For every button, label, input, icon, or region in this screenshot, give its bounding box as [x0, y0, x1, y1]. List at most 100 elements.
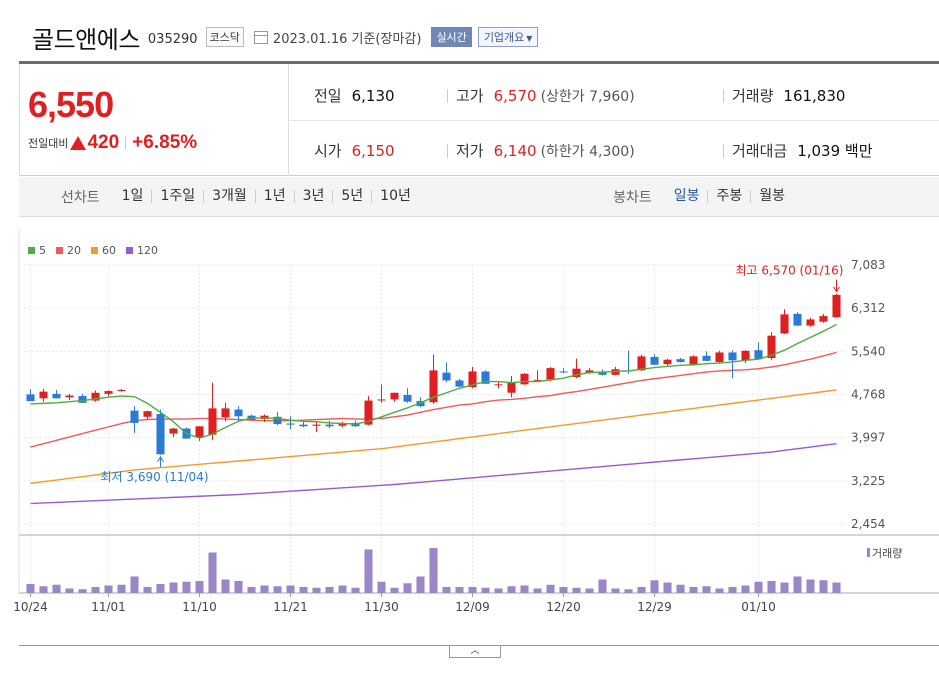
volume-bar [182, 581, 191, 593]
period-1d[interactable]: 1일 [121, 188, 144, 204]
y-tick-label: 4,768 [851, 388, 885, 402]
volume-bar [572, 587, 581, 593]
divider [723, 88, 724, 103]
candle-body [767, 335, 776, 359]
volume-bar [728, 587, 737, 593]
open-value: 6,150 [351, 141, 395, 160]
candle-body [793, 313, 802, 326]
price-cell: 6,550 전일대비 420 +6.85% [19, 64, 289, 176]
candle-body [65, 395, 74, 398]
panel-bottom-border [19, 645, 939, 646]
volume-value: 161,830 [783, 86, 846, 105]
calendar-icon [253, 30, 268, 44]
realtime-button[interactable]: 실시간 [431, 27, 472, 47]
base-date: 2023.01.16 기준(장마감) [272, 31, 422, 47]
open-label: 시가 [314, 142, 342, 160]
volume-bar [156, 584, 165, 593]
period-3m[interactable]: 3개월 [203, 189, 255, 203]
volume-bar [377, 581, 386, 593]
volume-bar [221, 579, 230, 593]
volume-bar [52, 584, 61, 593]
ma60-line [30, 389, 837, 485]
candle-body [130, 410, 139, 423]
y-tick-label: 3,997 [851, 431, 885, 445]
legend-ma20: 20 [56, 244, 81, 257]
volume-bar [624, 589, 633, 593]
volume-bar [104, 585, 113, 593]
candle-body [832, 294, 841, 318]
low-annotation: 최저 3,690 (11/04) [101, 470, 209, 484]
period-weekly[interactable]: 주봉 [707, 189, 750, 203]
ma20-line [30, 351, 837, 448]
volume-bar [546, 584, 555, 593]
period-monthly[interactable]: 월봉 [750, 189, 793, 203]
volume-bar [455, 587, 464, 593]
candle-body [325, 424, 334, 427]
candle-body [156, 413, 165, 455]
candle-body [572, 368, 581, 378]
volume-bar [442, 587, 451, 593]
lower-limit: (하한가 4,300) [540, 143, 635, 160]
volume-bar [559, 587, 568, 593]
upper-limit: (상한가 7,960) [540, 88, 635, 105]
candle-body [117, 389, 126, 392]
high-label: 고가 [456, 87, 484, 105]
volume-bar [819, 580, 828, 593]
candle-body [338, 422, 347, 426]
change-percent: +6.85% [132, 132, 198, 153]
period-1w[interactable]: 1주일 [151, 189, 203, 203]
volume-legend-swatch [867, 548, 870, 557]
volume-bar [299, 587, 308, 593]
candle-body [533, 379, 542, 381]
volume-bar [702, 586, 711, 593]
company-overview-button[interactable]: 기업개요 ▼ [477, 27, 539, 47]
collapse-button[interactable]: ︿ [449, 646, 501, 658]
period-3y[interactable]: 3년 [293, 189, 333, 203]
candle-body [390, 392, 399, 400]
change-label: 전일대비 [28, 137, 69, 150]
period-daily[interactable]: 일봉 [673, 188, 700, 204]
candle-body [169, 428, 178, 434]
candle-body [91, 392, 100, 401]
candle-body [754, 350, 763, 360]
volume-bar [767, 581, 776, 593]
legend-ma5-label: 5 [39, 244, 46, 257]
volume-bar [611, 588, 620, 593]
candle-body [494, 384, 503, 386]
period-1y[interactable]: 1년 [254, 189, 294, 203]
volume-bar [286, 585, 295, 593]
volume-bar [741, 585, 750, 593]
volume-bar [312, 587, 321, 593]
volume-bar [507, 586, 516, 593]
legend-ma60: 60 [91, 244, 116, 257]
high-stat: 고가 6,570 (상한가 7,960) [447, 85, 635, 106]
volume-bar [676, 584, 685, 593]
volume-bar [793, 576, 802, 593]
prev-close-value: 6,130 [351, 86, 395, 105]
volume-bar [832, 582, 841, 593]
stock-title-row: 골드앤에스 035290 코스닥 2023.01.16 기준(장마감) 실시간 … [32, 22, 539, 54]
volume-bar [208, 552, 217, 593]
candle-body [221, 408, 230, 418]
x-tick-label: 11/01 [91, 600, 126, 614]
volume-bar [91, 587, 100, 593]
period-bar: 선차트 1일 1주일 3개월 1년 3년 5년 10년 봉차트 일봉 주봉 월봉 [19, 177, 939, 217]
volume-bar [637, 587, 646, 593]
high-arrow-head [833, 286, 840, 293]
amount-value: 1,039 백만 [797, 142, 873, 160]
volume-bar [598, 579, 607, 593]
y-tick-label: 6,312 [851, 301, 885, 315]
amount-label: 거래대금 [732, 142, 788, 160]
candle-body [689, 356, 698, 365]
quote-panel: 6,550 전일대비 420 +6.85% 전일 6,130 고가 6,570 … [19, 61, 939, 176]
candle-body [585, 370, 594, 374]
period-10y[interactable]: 10년 [371, 189, 419, 203]
volume-bar [130, 576, 139, 593]
change-row: 전일대비 420 +6.85% [28, 132, 197, 154]
low-arrow-head [157, 455, 164, 463]
period-5y[interactable]: 5년 [332, 189, 371, 203]
legend-ma120-label: 120 [137, 244, 158, 257]
candle-body [143, 411, 152, 417]
prev-close-stat: 전일 6,130 [314, 85, 395, 106]
